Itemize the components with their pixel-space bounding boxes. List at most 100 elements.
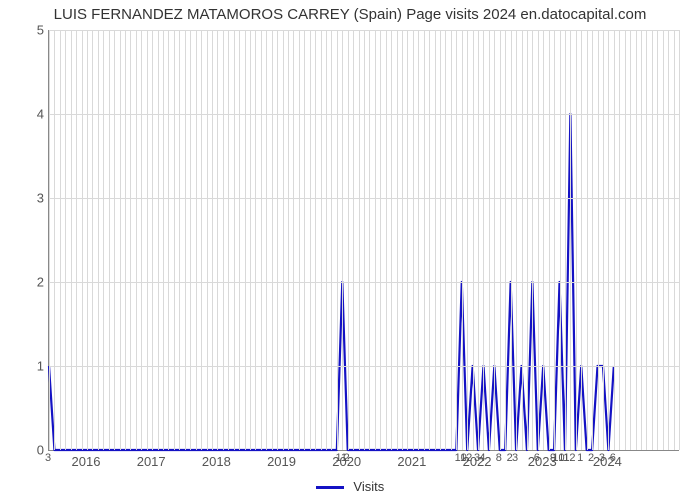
gridline-vertical [288,30,289,450]
gridline-vertical [359,30,360,450]
gridline-vertical [120,30,121,450]
gridline-vertical [435,30,436,450]
y-tick-label: 5 [14,23,44,38]
gridline-vertical [103,30,104,450]
legend: Visits [0,479,700,494]
gridline-vertical [413,30,414,450]
gridline-vertical [223,30,224,450]
gridline-vertical [293,30,294,450]
gridline-vertical [652,30,653,450]
chart-container: LUIS FERNANDEZ MATAMOROS CARREY (Spain) … [0,0,700,500]
value-label: 4 [479,452,485,464]
gridline-vertical [71,30,72,450]
gridline-vertical [163,30,164,450]
gridline-vertical [147,30,148,450]
gridline-vertical [549,30,550,450]
gridline-vertical [179,30,180,450]
legend-label: Visits [353,479,384,494]
value-label: 1 [577,452,583,464]
gridline-vertical [483,30,484,450]
gridline-vertical [641,30,642,450]
gridline-vertical [402,30,403,450]
gridline-vertical [543,30,544,450]
gridline-vertical [500,30,501,450]
plot-area [48,30,679,451]
value-label: 3 [45,452,51,464]
x-tick-label: 2021 [397,454,426,469]
x-tick-label: 2024 [593,454,622,469]
gridline-vertical [321,30,322,450]
gridline-vertical [478,30,479,450]
gridline-vertical [375,30,376,450]
gridline-vertical [505,30,506,450]
gridline-vertical [212,30,213,450]
value-label: 12 [460,452,472,464]
gridline-vertical [196,30,197,450]
gridline-vertical [87,30,88,450]
gridline-vertical [565,30,566,450]
gridline-vertical [54,30,55,450]
value-label: 12 [563,452,575,464]
gridline-vertical [386,30,387,450]
gridline-vertical [82,30,83,450]
gridline-vertical [473,30,474,450]
gridline-vertical [326,30,327,450]
gridline-vertical [261,30,262,450]
gridline-vertical [570,30,571,450]
gridline-vertical [451,30,452,450]
gridline-vertical [239,30,240,450]
gridline-vertical [315,30,316,450]
y-tick-label: 2 [14,275,44,290]
gridline-vertical [614,30,615,450]
gridline-vertical [630,30,631,450]
gridline-vertical [369,30,370,450]
gridline-vertical [158,30,159,450]
y-tick-label: 3 [14,191,44,206]
gridline-vertical [657,30,658,450]
gridline-vertical [397,30,398,450]
gridline-vertical [272,30,273,450]
gridline-vertical [532,30,533,450]
gridline-vertical [527,30,528,450]
gridline-vertical [516,30,517,450]
gridline-vertical [598,30,599,450]
gridline-vertical [592,30,593,450]
gridline-vertical [310,30,311,450]
gridline-vertical [60,30,61,450]
gridline-vertical [424,30,425,450]
gridline-vertical [190,30,191,450]
gridline-vertical [337,30,338,450]
gridline-vertical [603,30,604,450]
y-tick-label: 0 [14,443,44,458]
gridline-vertical [663,30,664,450]
gridline-vertical [445,30,446,450]
gridline-vertical [49,30,50,450]
gridline-vertical [98,30,99,450]
gridline-vertical [440,30,441,450]
gridline-vertical [250,30,251,450]
gridline-vertical [462,30,463,450]
gridline-vertical [217,30,218,450]
gridline-vertical [255,30,256,450]
gridline-vertical [304,30,305,450]
value-label: 2 [344,452,350,464]
value-label: 3 [512,452,518,464]
gridline-vertical [418,30,419,450]
x-tick-label: 2018 [202,454,231,469]
gridline-vertical [554,30,555,450]
gridline-vertical [560,30,561,450]
gridline-vertical [130,30,131,450]
gridline-vertical [625,30,626,450]
gridline-vertical [668,30,669,450]
legend-swatch [316,486,344,489]
gridline-vertical [353,30,354,450]
gridline-vertical [245,30,246,450]
value-label: 6 [610,452,616,464]
gridline-vertical [348,30,349,450]
gridline-vertical [174,30,175,450]
gridline-vertical [76,30,77,450]
gridline-vertical [380,30,381,450]
gridline-vertical [679,30,680,450]
gridline-vertical [646,30,647,450]
gridline-vertical [522,30,523,450]
